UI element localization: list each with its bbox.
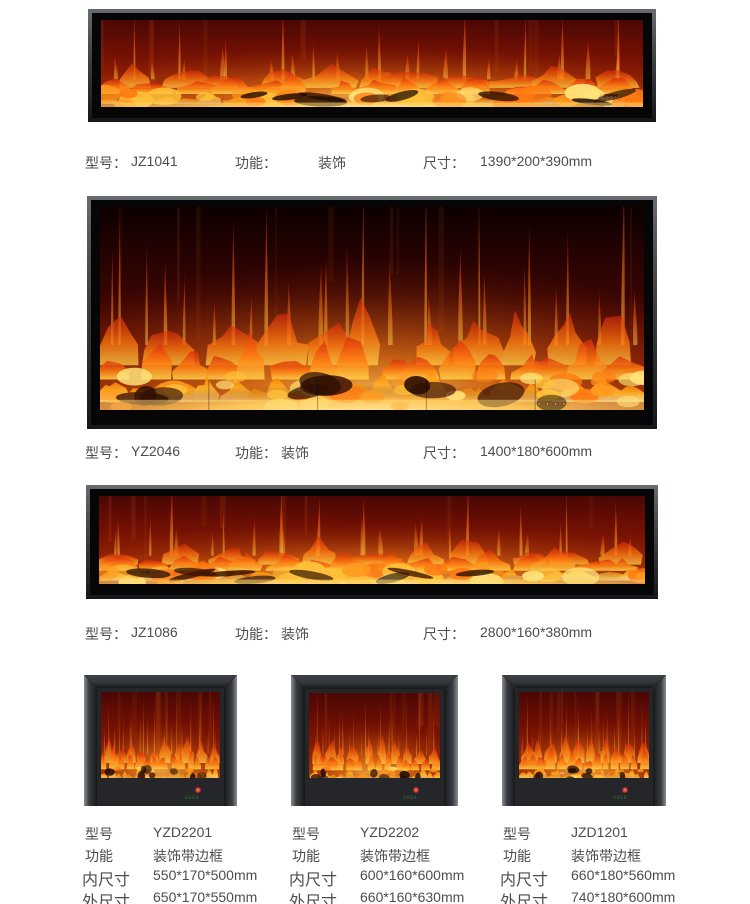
svg-text:AMBER: AMBER	[599, 573, 621, 579]
svg-text:AMBER: AMBER	[598, 96, 620, 102]
